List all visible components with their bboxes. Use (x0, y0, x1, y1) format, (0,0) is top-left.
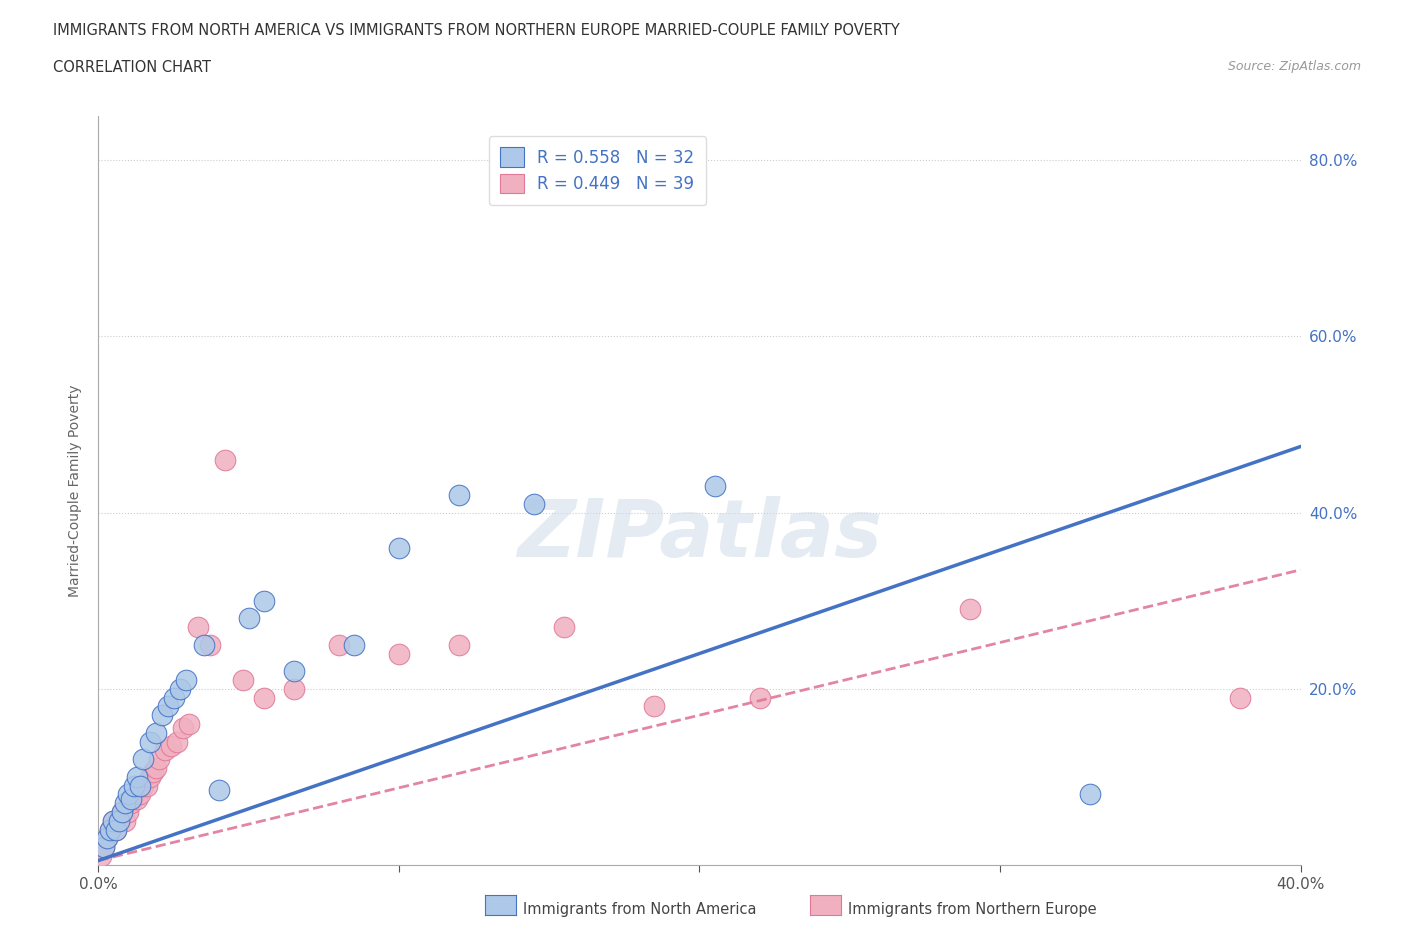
Text: Immigrants from North America: Immigrants from North America (523, 902, 756, 917)
Point (447, 637, 470, 652)
Point (108, 814, 131, 829)
Point (177, 716, 200, 731)
Point (121, 791, 143, 806)
Point (214, 452, 236, 467)
Point (253, 690, 276, 705)
Point (748, 690, 770, 705)
Point (127, 769, 149, 784)
Text: IMMIGRANTS FROM NORTH AMERICA VS IMMIGRANTS FROM NORTHERN EUROPE MARRIED-COUPLE : IMMIGRANTS FROM NORTH AMERICA VS IMMIGRA… (53, 23, 900, 38)
Point (447, 487, 470, 502)
Point (124, 787, 146, 802)
Point (103, 814, 125, 829)
Point (114, 796, 136, 811)
Point (129, 787, 152, 802)
Point (90, 849, 112, 864)
Point (159, 738, 181, 753)
Point (169, 682, 191, 697)
Point (198, 637, 221, 652)
Point (108, 814, 131, 829)
Point (111, 804, 134, 819)
Point (150, 708, 173, 723)
Point (111, 804, 134, 819)
Point (132, 751, 155, 766)
Text: Immigrants from Northern Europe: Immigrants from Northern Europe (848, 902, 1097, 917)
Point (138, 734, 160, 749)
Point (703, 479, 725, 494)
Text: CORRELATION CHART: CORRELATION CHART (53, 60, 211, 75)
Point (100, 822, 122, 837)
Point (174, 672, 197, 687)
Point (96, 831, 118, 846)
Point (959, 602, 981, 617)
Point (187, 619, 209, 634)
Legend: R = 0.558   N = 32, R = 0.449   N = 39: R = 0.558 N = 32, R = 0.449 N = 39 (489, 136, 706, 206)
Point (127, 791, 149, 806)
Point (153, 743, 176, 758)
Point (117, 804, 139, 819)
Text: ZIPatlas: ZIPatlas (517, 497, 882, 575)
Point (129, 778, 152, 793)
Point (523, 497, 546, 512)
Point (103, 814, 125, 829)
Point (105, 822, 128, 837)
Point (100, 822, 122, 837)
Point (124, 778, 146, 793)
Point (238, 611, 260, 626)
Point (166, 734, 188, 749)
Point (105, 822, 128, 837)
Point (93, 840, 115, 855)
Point (132, 778, 155, 793)
Point (283, 682, 305, 697)
Point (643, 699, 665, 714)
Point (208, 782, 231, 797)
Point (553, 619, 575, 634)
Point (283, 664, 305, 679)
Point (117, 787, 139, 802)
Point (388, 646, 411, 661)
Point (156, 699, 179, 714)
Point (114, 814, 136, 829)
Point (145, 761, 167, 776)
Point (93, 840, 115, 855)
Point (172, 721, 194, 736)
Point (388, 540, 411, 555)
Point (96, 831, 118, 846)
Point (162, 690, 184, 705)
Point (343, 637, 366, 652)
Point (1078, 787, 1101, 802)
Point (232, 672, 254, 687)
Point (193, 637, 215, 652)
Point (328, 637, 350, 652)
Point (138, 769, 160, 784)
Text: Source: ZipAtlas.com: Source: ZipAtlas.com (1227, 60, 1361, 73)
Y-axis label: Married-Couple Family Poverty: Married-Couple Family Poverty (69, 384, 83, 597)
Point (1229, 690, 1251, 705)
Point (141, 765, 163, 780)
Point (253, 593, 276, 608)
Point (148, 751, 170, 766)
Point (135, 778, 157, 793)
Point (121, 796, 143, 811)
Point (145, 725, 167, 740)
